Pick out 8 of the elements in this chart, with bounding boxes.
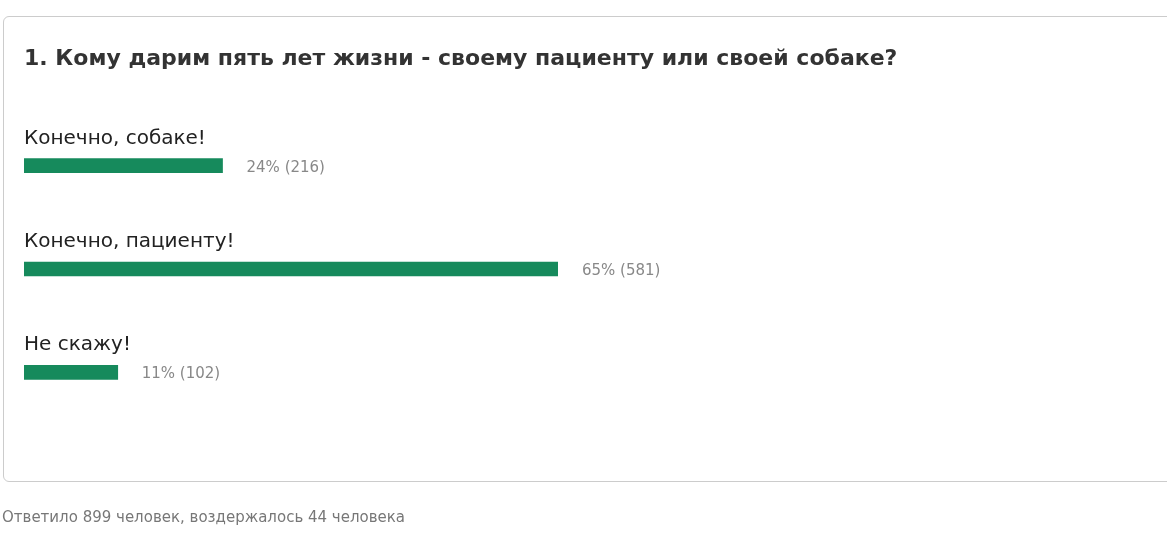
y-tick-label: Конечно, пациенту! <box>24 228 235 252</box>
data-label: 65% (581) <box>582 260 661 279</box>
y-tick-label: Конечно, собаке! <box>24 124 206 149</box>
y-tick-label: Не скажу! <box>24 331 131 356</box>
data-label: 11% (102) <box>141 364 221 383</box>
chart-title: 1. Кому дарим пять лет жизни - своему пациенту или своей собаке? <box>24 45 899 70</box>
data-label: 24% (216) <box>246 157 325 176</box>
text: Ответило 899 человек, воздержалось 44 человека <box>2 508 407 526</box>
